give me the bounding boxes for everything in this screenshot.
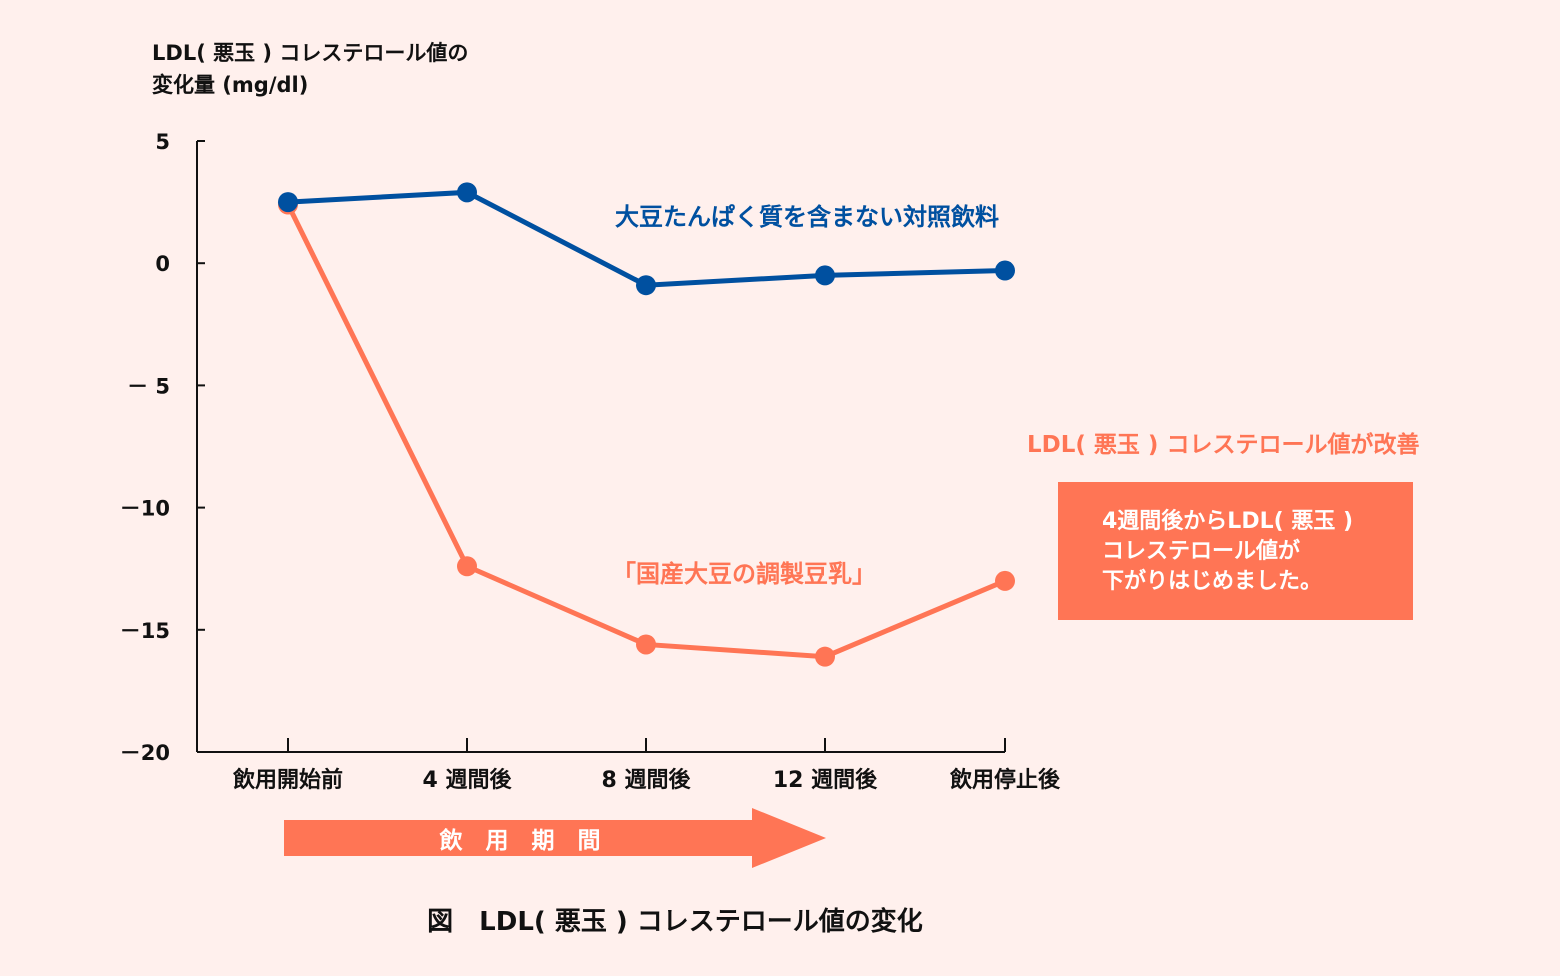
data-point-0-2 [636,275,656,296]
x-tick-label: 4 週間後 [423,767,513,793]
data-point-0-4 [995,260,1015,281]
annotation-improvement: LDL( 悪玉 ) コレステロール値が改善 [1027,431,1419,458]
x-tick-label: 飲用開始前 [232,767,343,793]
annotation-box-line3: 下がりはじめました。 [1102,568,1322,594]
x-tick-label: 8 週間後 [602,767,692,793]
data-point-1-1 [457,556,477,577]
data-point-0-3 [815,265,835,286]
legend-control-drink: 大豆たんぱく質を含まない対照飲料 [615,203,999,231]
series-group [278,182,1015,667]
drinking-period-label: 飲 用 期 間 [439,827,601,854]
data-point-1-3 [815,646,835,667]
y-tick-label: －15 [120,619,170,643]
axes: 5 0 － 5 －10 －15 －20 飲用開始前 4 週間後 8 週間後 12 週間後 飲用停止後 [120,130,1061,793]
data-point-1-2 [636,634,656,655]
annotation-box-line1: 4週間後からLDL( 悪玉 ) [1102,508,1353,534]
y-tick-label: 5 [155,130,170,154]
y-tick-label: －10 [120,497,170,521]
x-tick-label: 飲用停止後 [949,767,1061,793]
legend-soy-milk: 「国産大豆の調製豆乳」 [612,560,876,588]
annotation-box-line2: コレステロール値が [1102,538,1300,564]
data-point-1-4 [995,570,1015,591]
y-tick-label: －20 [120,741,170,765]
y-tick-label: － 5 [127,374,170,398]
y-axis-label-line1: LDL( 悪玉 ) コレステロール値の [152,41,468,65]
chart-title: 図 LDL( 悪玉 ) コレステロール値の変化 [427,906,923,937]
y-tick-label: 0 [155,252,170,276]
data-point-0-1 [457,182,477,203]
y-axis-label-line2: 変化量 (mg/dl) [152,73,308,97]
annotation-box [1058,482,1413,620]
data-point-0-0 [278,192,298,213]
x-tick-label: 12 週間後 [773,767,878,793]
drinking-period-arrow [284,808,826,868]
